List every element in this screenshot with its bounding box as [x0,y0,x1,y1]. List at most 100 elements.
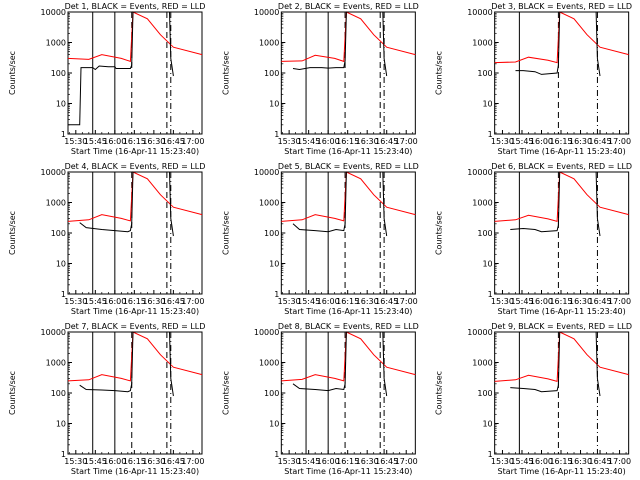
panel-title: Det 3, BLACK = Events, RED = LLD [491,2,632,11]
events-series-line [79,331,174,397]
lld-series-line [281,171,416,222]
plot-frame [280,11,416,135]
y-axis-label: Counts/sec [435,51,444,95]
x-tick-label: 16:30 [569,297,592,306]
x-tick-label: 16:15 [123,457,146,466]
y-axis-label: Counts/sec [435,211,444,255]
x-tick-label: 16:00 [317,457,340,466]
x-tick-label: 17:00 [395,137,418,146]
x-tick-label: 15:45 [84,297,107,306]
plot-frame [67,331,203,455]
lld-series-line [281,11,416,63]
x-tick-label: 16:00 [530,457,553,466]
x-tick-label: 16:15 [549,457,572,466]
y-tick-label: 1000 [472,39,492,48]
x-tick-label: 16:15 [123,297,146,306]
plot-frame [494,171,630,295]
y-tick-label: 1 [61,290,66,299]
x-tick-label: 16:45 [589,457,612,466]
x-tick-label: 16:00 [103,297,126,306]
plot-frame [67,171,203,295]
x-tick-label: 16:30 [356,457,379,466]
x-tick-label: 16:00 [530,137,553,146]
x-axis-label: Start Time (16-Apr-11 15:23:40) [284,307,412,316]
plot-frame [280,331,416,455]
x-tick-label: 17:00 [608,457,631,466]
y-axis-label: Counts/sec [221,211,230,255]
y-tick-label: 1000 [472,199,492,208]
y-tick-label: 10000 [254,328,279,337]
events-series-line [68,11,174,126]
y-tick-label: 10 [56,420,66,429]
y-tick-label: 10 [482,100,492,109]
lld-series-line [494,171,629,223]
x-axis-label: Start Time (16-Apr-11 15:23:40) [284,467,412,476]
y-axis-label: Counts/sec [8,371,17,415]
x-tick-label: 16:15 [336,457,359,466]
x-tick-label: 16:00 [530,297,553,306]
y-tick-label: 1000 [259,199,279,208]
y-tick-label: 100 [51,69,66,78]
y-tick-label: 100 [477,69,492,78]
y-axis-label: Counts/sec [8,51,17,95]
x-tick-label: 16:15 [336,137,359,146]
panel-title: Det 2, BLACK = Events, RED = LLD [278,2,419,11]
x-tick-label: 16:30 [356,137,379,146]
y-axis-label: Counts/sec [8,211,17,255]
y-tick-label: 100 [51,229,66,238]
y-tick-label: 1000 [259,39,279,48]
y-tick-label: 10 [482,260,492,269]
y-tick-label: 10000 [41,8,66,17]
events-series-line [510,171,601,237]
x-axis-label: Start Time (16-Apr-11 15:23:40) [498,467,626,476]
x-tick-label: 15:45 [510,457,533,466]
x-tick-label: 16:30 [142,457,165,466]
events-series-line [292,331,388,397]
y-tick-label: 100 [264,229,279,238]
x-tick-label: 16:00 [317,297,340,306]
x-tick-label: 15:30 [64,457,87,466]
y-tick-label: 100 [51,389,66,398]
y-tick-label: 1000 [46,359,66,368]
x-tick-label: 16:45 [375,137,398,146]
panel-title: Det 7, BLACK = Events, RED = LLD [65,322,206,331]
y-tick-label: 10000 [41,328,66,337]
plot-frame [494,11,630,135]
y-tick-label: 100 [477,229,492,238]
x-tick-label: 17:00 [181,457,204,466]
plot-frame [494,331,630,455]
x-axis-label: Start Time (16-Apr-11 15:23:40) [71,307,199,316]
y-tick-label: 10000 [467,328,492,337]
x-tick-label: 15:30 [278,457,301,466]
x-tick-label: 15:45 [510,137,533,146]
x-tick-label: 16:30 [569,457,592,466]
x-tick-label: 15:45 [510,297,533,306]
x-tick-label: 16:30 [569,137,592,146]
y-tick-label: 10 [56,100,66,109]
x-tick-label: 16:30 [142,137,165,146]
events-series-line [292,171,388,237]
y-axis-label: Counts/sec [221,51,230,95]
x-tick-label: 17:00 [181,137,204,146]
y-tick-label: 10 [269,260,279,269]
events-series-line [292,11,388,77]
x-tick-label: 16:00 [317,137,340,146]
x-tick-label: 15:45 [84,137,107,146]
x-tick-label: 16:45 [162,297,185,306]
x-tick-label: 17:00 [608,297,631,306]
lld-series-line [494,11,629,64]
events-series-line [510,331,601,397]
y-tick-label: 10 [269,100,279,109]
x-tick-label: 16:45 [589,297,612,306]
y-tick-label: 1000 [46,199,66,208]
y-tick-label: 100 [477,389,492,398]
y-tick-label: 100 [264,69,279,78]
x-tick-label: 16:45 [162,457,185,466]
x-tick-label: 15:30 [278,297,301,306]
x-tick-label: 16:15 [123,137,146,146]
x-tick-label: 17:00 [395,457,418,466]
y-tick-label: 1 [488,130,493,139]
x-tick-label: 16:45 [589,137,612,146]
plot-frame [280,171,416,295]
lld-series-line [494,331,629,383]
